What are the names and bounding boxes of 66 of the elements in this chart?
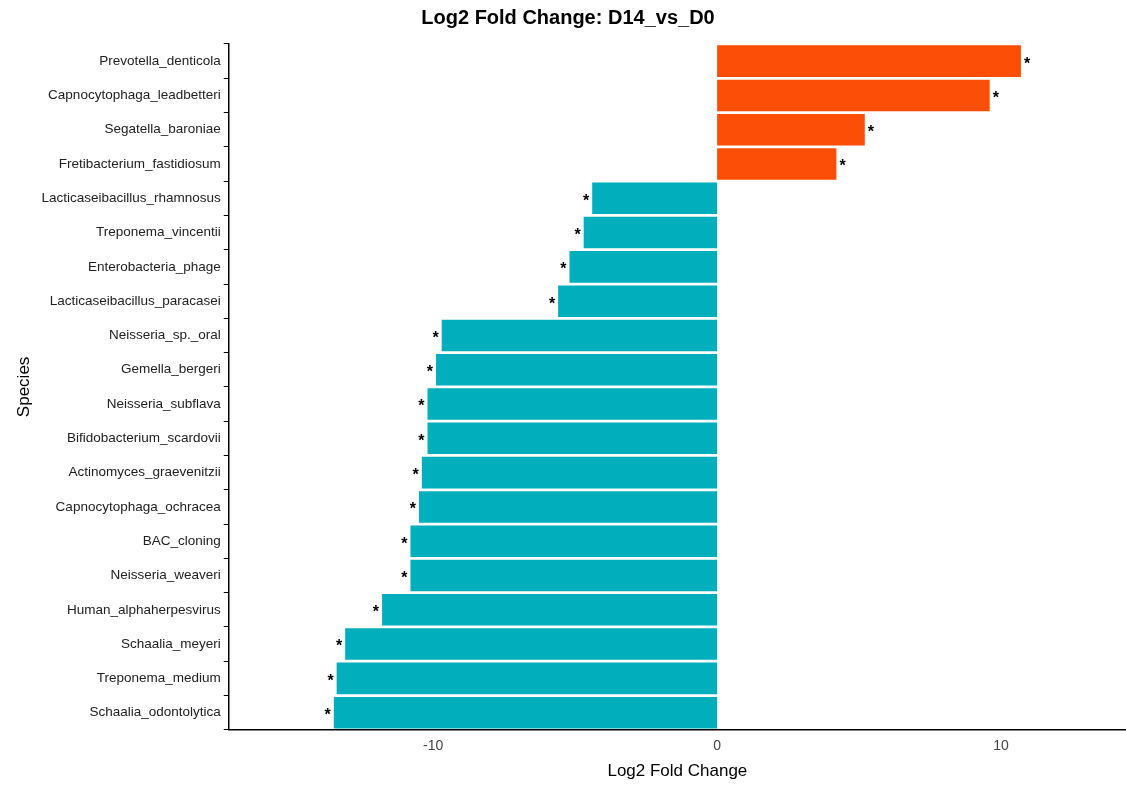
y-tick-label: Enterobacteria_phage [87,258,221,274]
y-tick-label: Actinomyces_graevenitzii [68,464,221,480]
data-label: * [324,706,332,724]
y-tick-label: Lacticaseibacillus_paracasei [49,292,221,308]
bar [583,216,718,249]
y-tick-label: Human_alphaherpesvirus [66,601,221,617]
bar [717,113,865,146]
data-label: * [418,397,426,415]
chart-title: Log2 Fold Change: D14_vs_D0 [421,5,715,28]
data-label: * [412,466,420,484]
data-label: * [401,568,409,586]
x-tick-label: 10 [993,737,1010,754]
y-tick-label: Gemella_bergeri [120,361,221,377]
bar [421,456,718,489]
bar [418,491,718,523]
data-label: * [839,157,847,175]
y-tick-label: Fretibacterium_fastidiosum [58,155,221,171]
bar [569,251,718,283]
y-axis-title: Species [13,356,33,418]
bar [717,148,837,180]
bar [717,79,990,112]
bar [427,388,718,420]
y-tick-label: BAC_cloning [142,532,221,548]
data-label: * [426,363,434,381]
y-tick-label: Segatella_baroniae [104,121,221,137]
data-label: * [372,603,380,621]
x-tick-label: 0 [713,737,722,754]
y-tick-label: Lacticaseibacillus_rhamnosus [41,190,221,206]
data-label: * [401,534,409,552]
data-label: * [574,226,582,243]
bar [410,525,718,557]
bar [336,662,718,695]
bar [427,422,718,455]
data-label: * [582,191,590,209]
data-label: * [560,260,568,278]
data-label: * [867,123,875,141]
y-tick-label: Schaalia_odontolytica [89,704,222,720]
y-tick-label: Neisseria_subflava [106,395,222,411]
y-tick-label: Capnocytophaga_leadbetteri [48,87,221,103]
data-label: * [335,637,343,655]
bar [558,285,718,317]
y-tick-label: Neisseria_sp._oral [108,327,221,343]
data-label: * [992,88,1000,106]
x-tick-label: -10 [423,737,444,754]
bar [333,696,718,729]
y-tick-label: Bifidobacterium_scardovii [66,430,221,446]
y-tick-label: Neisseria_weaveri [110,567,221,583]
bar [441,319,718,352]
y-tick-label: Capnocytophaga_ochracea [55,498,222,514]
bar [410,559,718,592]
bar [345,628,718,660]
x-axis-title: Log2 Fold Change [607,761,748,781]
bar [592,182,718,215]
data-label: * [1023,54,1031,72]
y-tick-label: Schaalia_meyeri [120,635,221,651]
bar [436,353,718,386]
y-tick-label: Treponema_vincentii [95,224,221,240]
data-label: * [409,500,417,518]
bar [717,45,1021,77]
data-label: * [432,328,440,346]
data-label: * [327,671,335,689]
y-tick-label: Treponema_medium [96,670,221,686]
data-label: * [418,431,426,449]
bar [382,594,718,626]
y-tick-label: Prevotella_denticola [99,52,222,68]
data-label: * [548,294,556,312]
